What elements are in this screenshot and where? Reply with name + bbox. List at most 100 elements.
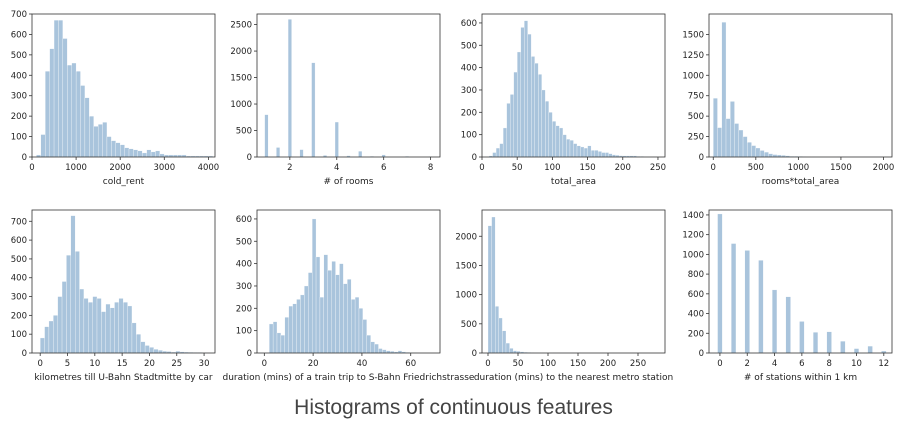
x-axis-label: # of stations within 1 km bbox=[744, 373, 857, 383]
histogram-bar bbox=[137, 150, 143, 158]
y-tick-label: 600 bbox=[11, 236, 27, 246]
x-tick-label: 15 bbox=[117, 359, 128, 369]
histogram-bar bbox=[92, 296, 98, 354]
x-tick-label: 12 bbox=[878, 359, 889, 369]
histogram-bar bbox=[555, 125, 560, 158]
histogram-bar bbox=[269, 323, 274, 354]
histogram-bar bbox=[566, 138, 571, 158]
histogram-bar bbox=[744, 250, 750, 354]
x-tick-label: 0 bbox=[262, 359, 267, 369]
x-tick-label: 0 bbox=[479, 163, 484, 173]
histogram-bar bbox=[734, 123, 739, 158]
histogram-bar bbox=[71, 62, 77, 158]
histogram-bar bbox=[742, 136, 748, 158]
x-tick-label: 100 bbox=[544, 163, 560, 173]
plot-frame bbox=[708, 13, 893, 158]
histogram-bar bbox=[89, 115, 94, 158]
histogram-bar bbox=[492, 152, 497, 158]
figure-caption: Histograms of continuous features bbox=[294, 396, 613, 419]
y-tick-label: 2000 bbox=[230, 47, 252, 57]
y-tick-label: 500 bbox=[461, 41, 477, 51]
y-tick-label: 0 bbox=[699, 349, 704, 359]
histogram-bar bbox=[102, 122, 108, 158]
histogram-bar bbox=[755, 147, 761, 158]
x-tick-label: 30 bbox=[199, 359, 210, 369]
histogram-bar bbox=[280, 334, 285, 354]
histogram-bar bbox=[499, 143, 504, 158]
histogram-bar bbox=[106, 136, 112, 158]
histogram-bar bbox=[713, 98, 718, 158]
histogram-bar bbox=[158, 350, 163, 354]
y-tick-label: 1000 bbox=[455, 291, 477, 301]
histogram-bar bbox=[128, 148, 134, 158]
histogram-bar bbox=[61, 281, 67, 354]
histogram-bar bbox=[80, 85, 86, 158]
histogram-bar bbox=[84, 97, 90, 158]
y-tick-label: 1200 bbox=[682, 231, 704, 241]
y-tick-label: 250 bbox=[688, 133, 704, 143]
histogram-bar bbox=[758, 260, 764, 354]
y-tick-label: 400 bbox=[11, 71, 27, 81]
y-tick-label: 300 bbox=[11, 293, 27, 303]
y-tick-label: 500 bbox=[688, 112, 704, 122]
histogram-bar bbox=[730, 101, 735, 158]
histogram-bar bbox=[111, 140, 116, 158]
histogram-bar bbox=[49, 48, 55, 158]
histogram-bar bbox=[505, 342, 510, 354]
y-tick-label: 1400 bbox=[682, 211, 704, 221]
histogram-bar bbox=[502, 127, 507, 158]
x-tick-label: 500 bbox=[748, 163, 764, 173]
x-tick-label: 4000 bbox=[198, 163, 220, 173]
x-tick-label: 200 bbox=[600, 359, 616, 369]
histogram-bar bbox=[75, 251, 80, 354]
y-tick-label: 300 bbox=[461, 86, 477, 96]
histogram-bar bbox=[315, 256, 321, 354]
y-tick-label: 0 bbox=[22, 349, 27, 359]
histogram-bar bbox=[62, 38, 68, 158]
histogram-bar bbox=[731, 243, 737, 354]
y-tick-label: 500 bbox=[236, 127, 252, 137]
chart-panel-2: 2 4 6 8 0 500 1000 1500 2000 2500 # of rooms bbox=[230, 13, 441, 187]
histogram-bar bbox=[335, 274, 340, 354]
x-tick-label: 250 bbox=[650, 163, 666, 173]
histogram-figure: 0 1000 2000 3000 40000100200300400500600700c… bbox=[11, 10, 895, 383]
y-tick-label: 1000 bbox=[682, 71, 704, 81]
x-tick-label: 1000 bbox=[788, 163, 810, 173]
x-tick-label: 1500 bbox=[830, 163, 852, 173]
histogram-bar bbox=[559, 127, 564, 158]
histogram-bar bbox=[40, 337, 45, 354]
y-tick-label: 0 bbox=[699, 153, 704, 163]
histogram-bar bbox=[58, 19, 64, 158]
y-tick-label: 1500 bbox=[455, 261, 477, 271]
x-axis-label: kilometres till U-Bahn Stadtmitte by car bbox=[34, 373, 213, 383]
x-tick-label: 8 bbox=[428, 163, 433, 173]
y-tick-label: 100 bbox=[236, 327, 252, 337]
histogram-bar bbox=[799, 321, 805, 354]
histogram-bar bbox=[88, 302, 93, 354]
plot-frame bbox=[708, 209, 893, 354]
histogram-bar bbox=[287, 19, 292, 158]
x-tick-label: 250 bbox=[630, 359, 646, 369]
histogram-bar bbox=[358, 308, 364, 354]
histogram-bar bbox=[594, 150, 599, 158]
plot-frame bbox=[481, 13, 666, 158]
x-tick-label: 150 bbox=[579, 163, 595, 173]
histogram-bar bbox=[118, 298, 124, 354]
histogram-bar bbox=[79, 288, 85, 354]
histogram-bar bbox=[133, 149, 138, 158]
histogram-bar bbox=[44, 326, 50, 354]
histogram-bar bbox=[97, 124, 103, 158]
y-tick-label: 0 bbox=[247, 349, 252, 359]
histogram-bar bbox=[509, 94, 514, 158]
histogram-bar bbox=[299, 149, 304, 158]
x-tick-label: 0 bbox=[485, 359, 490, 369]
histogram-bar bbox=[327, 270, 332, 354]
x-tick-label: 50 bbox=[512, 163, 523, 173]
x-tick-label: 4 bbox=[334, 163, 339, 173]
histogram-bar bbox=[576, 145, 581, 158]
histogram-bar bbox=[785, 296, 791, 354]
histogram-bar bbox=[114, 302, 120, 354]
x-axis-label: cold_rent bbox=[103, 177, 145, 187]
histogram-bar bbox=[840, 341, 846, 354]
